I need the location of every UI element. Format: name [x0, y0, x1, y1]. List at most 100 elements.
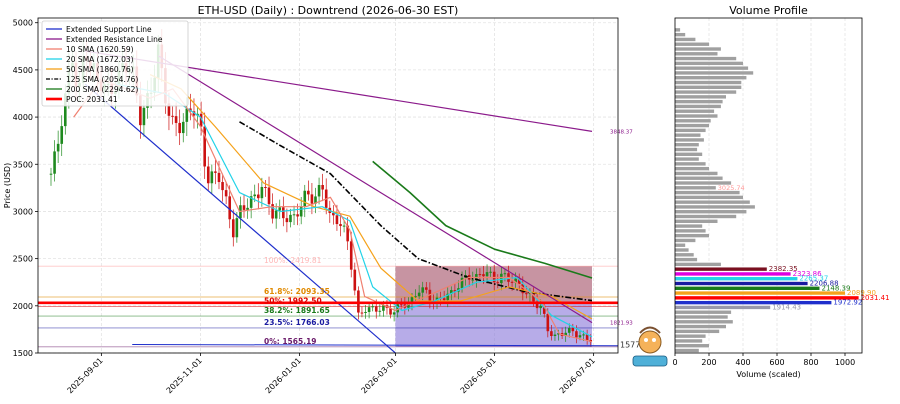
candle-body	[542, 305, 546, 314]
volume-bar	[675, 133, 701, 137]
volume-bar-label: 1972.92	[833, 299, 862, 307]
legend-label: 50 SMA (1860.76)	[66, 65, 134, 74]
y-tick-label: 3500	[13, 160, 33, 169]
mascot-eye	[644, 338, 648, 342]
volume-bar-label: 2265.37	[799, 275, 828, 283]
volume-bar	[675, 147, 698, 152]
candle-body	[557, 333, 560, 335]
candle-body	[364, 311, 367, 313]
volume-bar	[675, 157, 699, 161]
y-tick-label: 2500	[13, 255, 33, 264]
candle-body	[564, 332, 567, 337]
candle-body	[167, 103, 171, 116]
chart-title: ETH-USD (Daily) : Downtrend (2026-06-30 …	[198, 4, 459, 17]
candle-body	[53, 151, 56, 174]
volume-bar	[675, 28, 681, 32]
volume-bar	[675, 171, 718, 176]
volume-profile-title: Volume Profile	[729, 4, 808, 17]
y-tick-label: 2000	[13, 302, 33, 311]
y-tick-label: 4000	[13, 113, 33, 122]
volume-bar	[675, 224, 703, 228]
candle-body	[371, 306, 374, 308]
candle-body	[224, 190, 228, 197]
candle-body	[349, 241, 353, 270]
vp-x-tick-label: 600	[769, 358, 784, 367]
vp-x-tick-label: 0	[672, 358, 677, 367]
candle-body	[417, 292, 421, 297]
candle-body	[274, 210, 278, 219]
candle-body	[475, 274, 478, 280]
candle-body	[539, 305, 542, 309]
candle-body	[442, 298, 446, 301]
volume-bar	[675, 95, 726, 99]
volume-bar	[675, 253, 694, 257]
volume-bar	[675, 320, 733, 324]
candle-body	[546, 313, 550, 332]
volume-bar	[675, 348, 699, 353]
candle-body	[578, 335, 582, 338]
volume-bar	[675, 310, 732, 314]
y-tick-label: 1500	[13, 349, 33, 358]
candle-body	[174, 116, 178, 123]
candle-body	[278, 207, 282, 211]
legend-label: Extended Resistance Line	[66, 35, 163, 44]
candle-body	[550, 331, 553, 337]
volume-bar	[675, 205, 755, 209]
mascot-logo	[632, 326, 668, 367]
volume-bar	[675, 186, 716, 190]
candle-body	[360, 312, 364, 314]
candle-body	[514, 278, 517, 283]
volume-bar	[675, 166, 709, 171]
fib-label: 61.8%: 2093.35	[264, 287, 330, 296]
mascot-eye	[652, 338, 656, 342]
mascot-hair	[639, 326, 661, 334]
candle-body	[56, 143, 60, 152]
candle-body	[139, 95, 142, 126]
support-line	[132, 344, 618, 347]
volume-bar	[675, 32, 686, 37]
volume-bar	[675, 143, 699, 147]
candle-body	[181, 121, 185, 134]
candle-body	[496, 282, 500, 284]
x-tick-label: 2026-03-01	[360, 356, 399, 395]
candle-body	[489, 271, 492, 273]
candle-body	[553, 334, 557, 337]
candle-body	[521, 283, 525, 294]
candle-body	[399, 304, 403, 306]
legend-label: 10 SMA (1620.59)	[66, 45, 134, 54]
plot-content	[38, 29, 618, 353]
candle-body	[221, 182, 224, 191]
candle-body	[382, 305, 385, 311]
candle-body	[199, 113, 203, 127]
candle-body	[185, 108, 189, 122]
volume-bar	[675, 296, 859, 300]
candle-body	[217, 172, 221, 183]
x-tick-label: 2026-05-01	[459, 356, 498, 395]
candle-body	[367, 307, 371, 312]
candle-body	[142, 107, 146, 126]
volume-bar	[675, 71, 754, 75]
volume-bar-label: 2382.35	[769, 265, 798, 273]
volume-bar	[675, 181, 732, 185]
volume-bar	[675, 257, 698, 262]
support-end-label: 1577.15	[620, 341, 653, 350]
volume-bar	[675, 152, 703, 156]
fib-label: 0%: 1565.19	[264, 337, 317, 346]
volume-bar	[675, 262, 721, 267]
vp-x-axis-label: Volume (scaled)	[736, 370, 800, 379]
fib-label: 100%: 2419.81	[264, 256, 322, 265]
volume-bar	[675, 238, 696, 243]
volume-bar	[675, 47, 721, 51]
range-box-lower	[395, 302, 593, 347]
candle-body	[321, 184, 324, 190]
volume-bar	[675, 219, 718, 223]
support-line	[84, 83, 396, 353]
x-tick-label: 2025-11-01	[165, 356, 204, 395]
volume-bar	[675, 300, 832, 305]
candle-body	[307, 190, 310, 195]
volume-bar	[675, 229, 706, 233]
candle-body	[525, 293, 528, 295]
candle-body	[228, 196, 232, 220]
candle-body	[424, 287, 428, 290]
x-tick-label: 2026-07-01	[558, 356, 597, 395]
